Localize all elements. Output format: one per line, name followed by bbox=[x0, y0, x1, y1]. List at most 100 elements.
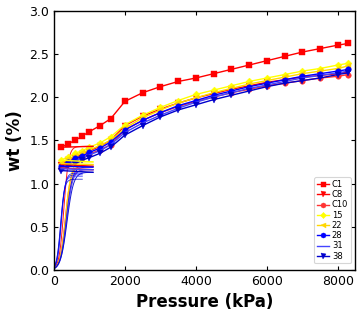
31 bbox=[318, 74, 322, 77]
28 bbox=[109, 140, 113, 144]
28 bbox=[158, 111, 162, 114]
38 bbox=[123, 133, 127, 137]
C1 bbox=[318, 47, 322, 50]
22 bbox=[109, 139, 113, 142]
C8 bbox=[318, 74, 322, 77]
C1 bbox=[140, 91, 145, 94]
31 bbox=[335, 71, 340, 75]
15 bbox=[66, 155, 70, 158]
C8 bbox=[140, 114, 145, 118]
C8 bbox=[282, 78, 287, 82]
C10 bbox=[282, 81, 287, 85]
22 bbox=[87, 148, 92, 152]
28 bbox=[123, 128, 127, 132]
C1 bbox=[282, 55, 287, 58]
15 bbox=[109, 135, 113, 139]
15 bbox=[229, 84, 234, 88]
31 bbox=[193, 100, 198, 104]
38 bbox=[318, 76, 322, 80]
38 bbox=[109, 145, 113, 149]
38 bbox=[212, 98, 216, 101]
31 bbox=[158, 113, 162, 117]
Line: 28: 28 bbox=[58, 67, 351, 169]
15 bbox=[247, 80, 251, 83]
C8 bbox=[247, 84, 251, 88]
C8 bbox=[73, 156, 77, 159]
22 bbox=[66, 158, 70, 161]
22 bbox=[59, 162, 63, 165]
31 bbox=[109, 143, 113, 146]
38 bbox=[265, 85, 269, 88]
28 bbox=[193, 99, 198, 102]
22 bbox=[346, 64, 351, 68]
C1 bbox=[212, 72, 216, 75]
C10 bbox=[158, 111, 162, 114]
31 bbox=[80, 157, 84, 160]
38 bbox=[282, 81, 287, 85]
C10 bbox=[318, 76, 322, 80]
28 bbox=[346, 68, 351, 71]
22 bbox=[80, 151, 84, 155]
Y-axis label: wt (%): wt (%) bbox=[5, 110, 23, 171]
15 bbox=[176, 99, 180, 102]
C10 bbox=[346, 73, 351, 76]
28 bbox=[87, 151, 92, 154]
38 bbox=[140, 124, 145, 127]
C10 bbox=[109, 143, 113, 146]
15 bbox=[73, 151, 77, 155]
C1 bbox=[176, 80, 180, 83]
28 bbox=[318, 72, 322, 75]
C8 bbox=[98, 145, 102, 148]
C10 bbox=[229, 91, 234, 94]
C1 bbox=[66, 142, 70, 146]
28 bbox=[212, 94, 216, 97]
28 bbox=[282, 78, 287, 82]
15 bbox=[98, 141, 102, 145]
28 bbox=[73, 157, 77, 160]
C1 bbox=[193, 76, 198, 80]
38 bbox=[247, 89, 251, 93]
Line: 31: 31 bbox=[61, 71, 348, 169]
Line: C1: C1 bbox=[58, 41, 351, 150]
28 bbox=[247, 85, 251, 88]
C1 bbox=[123, 100, 127, 103]
C8 bbox=[109, 139, 113, 142]
C8 bbox=[158, 107, 162, 111]
31 bbox=[300, 76, 304, 80]
15 bbox=[140, 113, 145, 117]
28 bbox=[80, 154, 84, 158]
C10 bbox=[98, 148, 102, 152]
C10 bbox=[66, 162, 70, 165]
C10 bbox=[87, 152, 92, 156]
C8 bbox=[193, 96, 198, 100]
C8 bbox=[300, 75, 304, 79]
15 bbox=[80, 149, 84, 152]
Line: C8: C8 bbox=[58, 69, 351, 167]
C10 bbox=[140, 119, 145, 122]
C10 bbox=[212, 95, 216, 99]
28 bbox=[300, 74, 304, 78]
15 bbox=[335, 63, 340, 67]
15 bbox=[300, 69, 304, 73]
28 bbox=[335, 69, 340, 73]
22 bbox=[335, 67, 340, 70]
31 bbox=[123, 131, 127, 134]
Line: 15: 15 bbox=[58, 61, 351, 163]
Line: C10: C10 bbox=[58, 72, 351, 171]
22 bbox=[140, 116, 145, 120]
C1 bbox=[265, 59, 269, 63]
22 bbox=[176, 101, 180, 105]
31 bbox=[212, 95, 216, 99]
C8 bbox=[59, 163, 63, 166]
22 bbox=[73, 154, 77, 158]
C8 bbox=[123, 124, 127, 127]
C8 bbox=[265, 81, 269, 84]
15 bbox=[59, 158, 63, 162]
15 bbox=[346, 61, 351, 65]
C8 bbox=[176, 101, 180, 105]
31 bbox=[87, 153, 92, 157]
15 bbox=[265, 76, 269, 80]
31 bbox=[229, 91, 234, 94]
22 bbox=[282, 75, 287, 79]
C1 bbox=[80, 134, 84, 138]
